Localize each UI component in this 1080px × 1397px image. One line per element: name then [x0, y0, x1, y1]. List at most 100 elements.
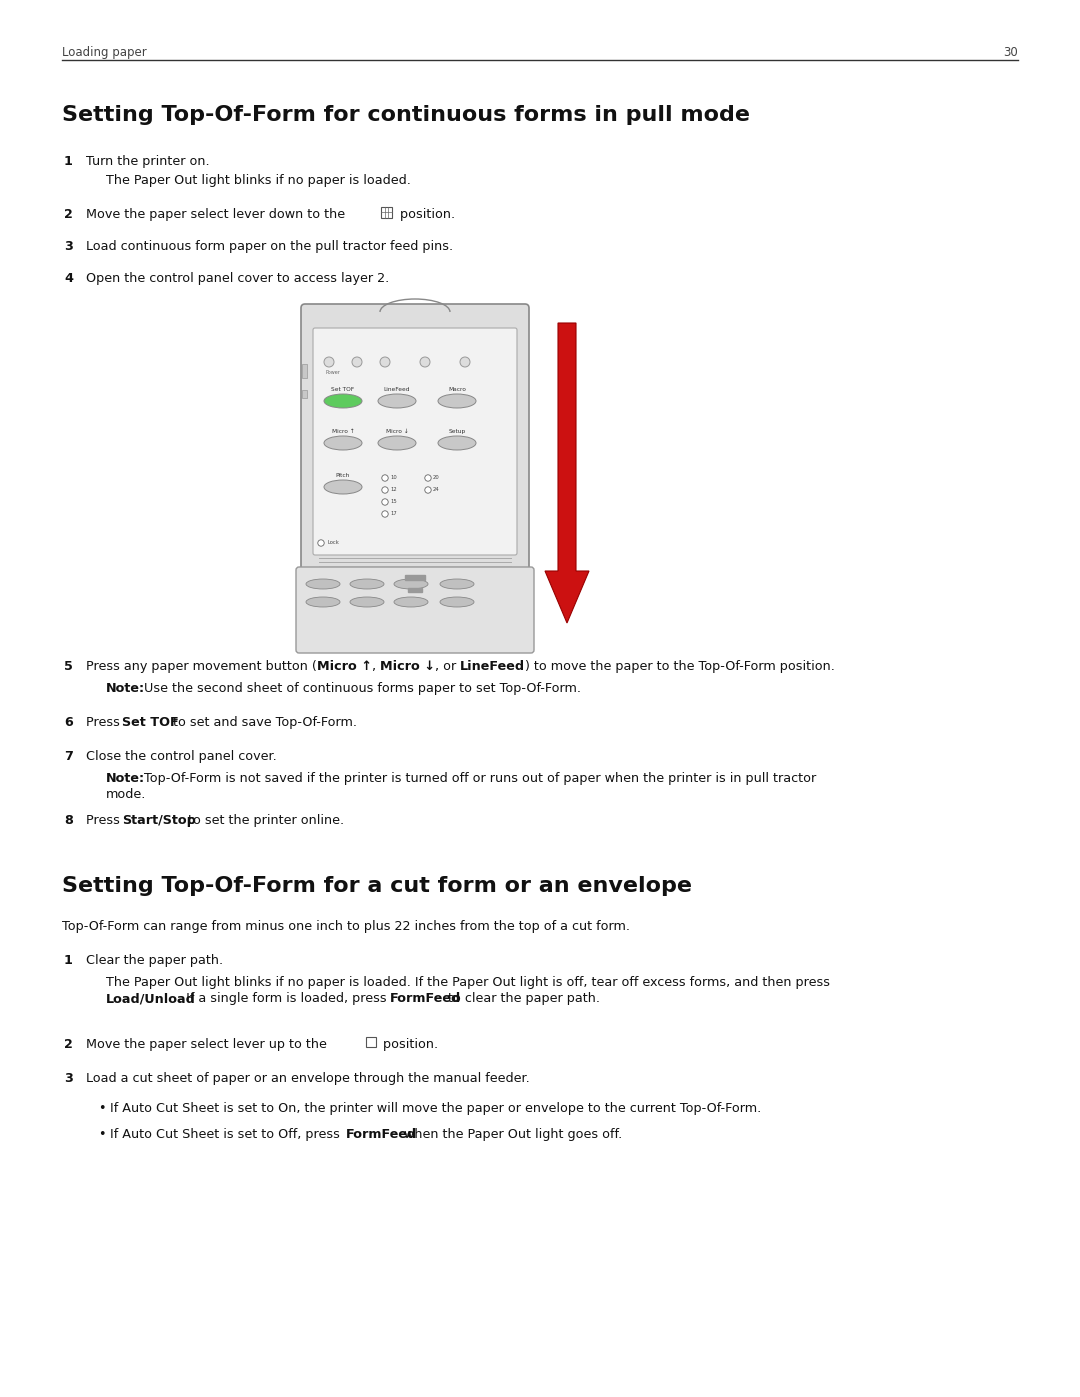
Ellipse shape [438, 436, 476, 450]
Text: The Paper Out light blinks if no paper is loaded. If the Paper Out light is off,: The Paper Out light blinks if no paper i… [106, 977, 831, 989]
Bar [408, 588, 422, 592]
Text: position.: position. [379, 1038, 438, 1051]
Text: Press: Press [86, 814, 124, 827]
Text: 1: 1 [64, 155, 72, 168]
Text: Micro ↑: Micro ↑ [316, 659, 372, 673]
Text: 17: 17 [390, 511, 396, 515]
Text: to set and save Top-Of-Form.: to set and save Top-Of-Form. [168, 717, 357, 729]
Text: 24: 24 [433, 488, 440, 492]
Bar [366, 1037, 376, 1046]
Text: Setup: Setup [448, 429, 465, 434]
Text: Macro: Macro [448, 387, 465, 393]
Ellipse shape [306, 578, 340, 590]
Bar [405, 576, 426, 580]
Text: Press any paper movement button (: Press any paper movement button ( [86, 659, 316, 673]
Text: 2: 2 [64, 208, 72, 221]
Text: 10: 10 [390, 475, 396, 481]
Circle shape [382, 475, 388, 481]
Text: when the Paper Out light goes off.: when the Paper Out light goes off. [400, 1127, 622, 1141]
Text: to clear the paper path.: to clear the paper path. [444, 992, 600, 1004]
Circle shape [382, 511, 388, 517]
Text: position.: position. [396, 208, 455, 221]
Text: Top-Of-Form is not saved if the printer is turned off or runs out of paper when : Top-Of-Form is not saved if the printer … [140, 773, 816, 785]
Circle shape [424, 475, 431, 481]
Text: Move the paper select lever up to the: Move the paper select lever up to the [86, 1038, 330, 1051]
Text: 7: 7 [64, 750, 72, 763]
Circle shape [382, 499, 388, 506]
Ellipse shape [324, 436, 362, 450]
Text: Clear the paper path.: Clear the paper path. [86, 954, 224, 967]
Text: 4: 4 [64, 272, 73, 285]
Text: Note:: Note: [106, 773, 145, 785]
Text: 8: 8 [64, 814, 72, 827]
Text: Micro ↓: Micro ↓ [380, 659, 435, 673]
Ellipse shape [394, 597, 428, 608]
Ellipse shape [324, 394, 362, 408]
Circle shape [352, 358, 362, 367]
Text: mode.: mode. [106, 788, 147, 800]
Text: . If a single form is loaded, press: . If a single form is loaded, press [178, 992, 391, 1004]
Text: Setting Top-Of-Form for a cut form or an envelope: Setting Top-Of-Form for a cut form or an… [62, 876, 692, 895]
Ellipse shape [394, 578, 428, 590]
Ellipse shape [324, 481, 362, 495]
Bar [381, 207, 392, 218]
Ellipse shape [440, 578, 474, 590]
Circle shape [324, 358, 334, 367]
Circle shape [420, 358, 430, 367]
Text: FormFeed: FormFeed [346, 1127, 417, 1141]
Circle shape [380, 358, 390, 367]
Circle shape [382, 486, 388, 493]
Ellipse shape [350, 597, 384, 608]
Text: 1: 1 [64, 954, 72, 967]
Text: 15: 15 [390, 499, 396, 504]
Text: 2: 2 [64, 1038, 72, 1051]
Ellipse shape [378, 394, 416, 408]
Text: LineFeed: LineFeed [460, 659, 525, 673]
Text: Open the control panel cover to access layer 2.: Open the control panel cover to access l… [86, 272, 389, 285]
Text: 3: 3 [64, 240, 72, 253]
Text: Close the control panel cover.: Close the control panel cover. [86, 750, 276, 763]
Text: Start/Stop: Start/Stop [122, 814, 195, 827]
Text: 20: 20 [433, 475, 440, 481]
Text: 3: 3 [64, 1071, 72, 1085]
Text: Top-Of-Form can range from minus one inch to plus 22 inches from the top of a cu: Top-Of-Form can range from minus one inc… [62, 921, 630, 933]
Text: Press: Press [86, 717, 124, 729]
Text: Set TOF: Set TOF [122, 717, 179, 729]
Text: If Auto Cut Sheet is set to On, the printer will move the paper or envelope to t: If Auto Cut Sheet is set to On, the prin… [110, 1102, 761, 1115]
Text: The Paper Out light blinks if no paper is loaded.: The Paper Out light blinks if no paper i… [106, 175, 410, 187]
Text: 12: 12 [390, 488, 396, 492]
Text: Load/Unload: Load/Unload [106, 992, 195, 1004]
Text: Move the paper select lever down to the: Move the paper select lever down to the [86, 208, 349, 221]
Text: Set TOF: Set TOF [332, 387, 354, 393]
Circle shape [460, 358, 470, 367]
FancyBboxPatch shape [296, 567, 534, 652]
Text: Load a cut sheet of paper or an envelope through the manual feeder.: Load a cut sheet of paper or an envelope… [86, 1071, 530, 1085]
Text: 5: 5 [64, 659, 72, 673]
Text: LineFeed: LineFeed [383, 387, 410, 393]
Circle shape [318, 539, 324, 546]
Ellipse shape [378, 436, 416, 450]
Circle shape [424, 486, 431, 493]
Text: Lock: Lock [327, 541, 339, 545]
Ellipse shape [438, 394, 476, 408]
Text: Note:: Note: [106, 682, 145, 694]
Ellipse shape [306, 597, 340, 608]
Text: to set the printer online.: to set the printer online. [184, 814, 345, 827]
FancyBboxPatch shape [313, 328, 517, 555]
Text: •: • [98, 1102, 106, 1115]
Text: Turn the printer on.: Turn the printer on. [86, 155, 210, 168]
Text: Micro ↓: Micro ↓ [386, 429, 408, 434]
Text: Setting Top-Of-Form for continuous forms in pull mode: Setting Top-Of-Form for continuous forms… [62, 105, 750, 124]
Text: Power: Power [326, 370, 341, 374]
Ellipse shape [440, 597, 474, 608]
Bar [302, 390, 307, 398]
Text: 6: 6 [64, 717, 72, 729]
Text: , or: , or [435, 659, 460, 673]
Text: ,: , [372, 659, 380, 673]
Bar [302, 365, 307, 379]
Text: Pitch: Pitch [336, 474, 350, 478]
Text: Loading paper: Loading paper [62, 46, 147, 59]
Text: Micro ↑: Micro ↑ [332, 429, 354, 434]
FancyBboxPatch shape [301, 305, 529, 643]
Text: Load continuous form paper on the pull tractor feed pins.: Load continuous form paper on the pull t… [86, 240, 454, 253]
